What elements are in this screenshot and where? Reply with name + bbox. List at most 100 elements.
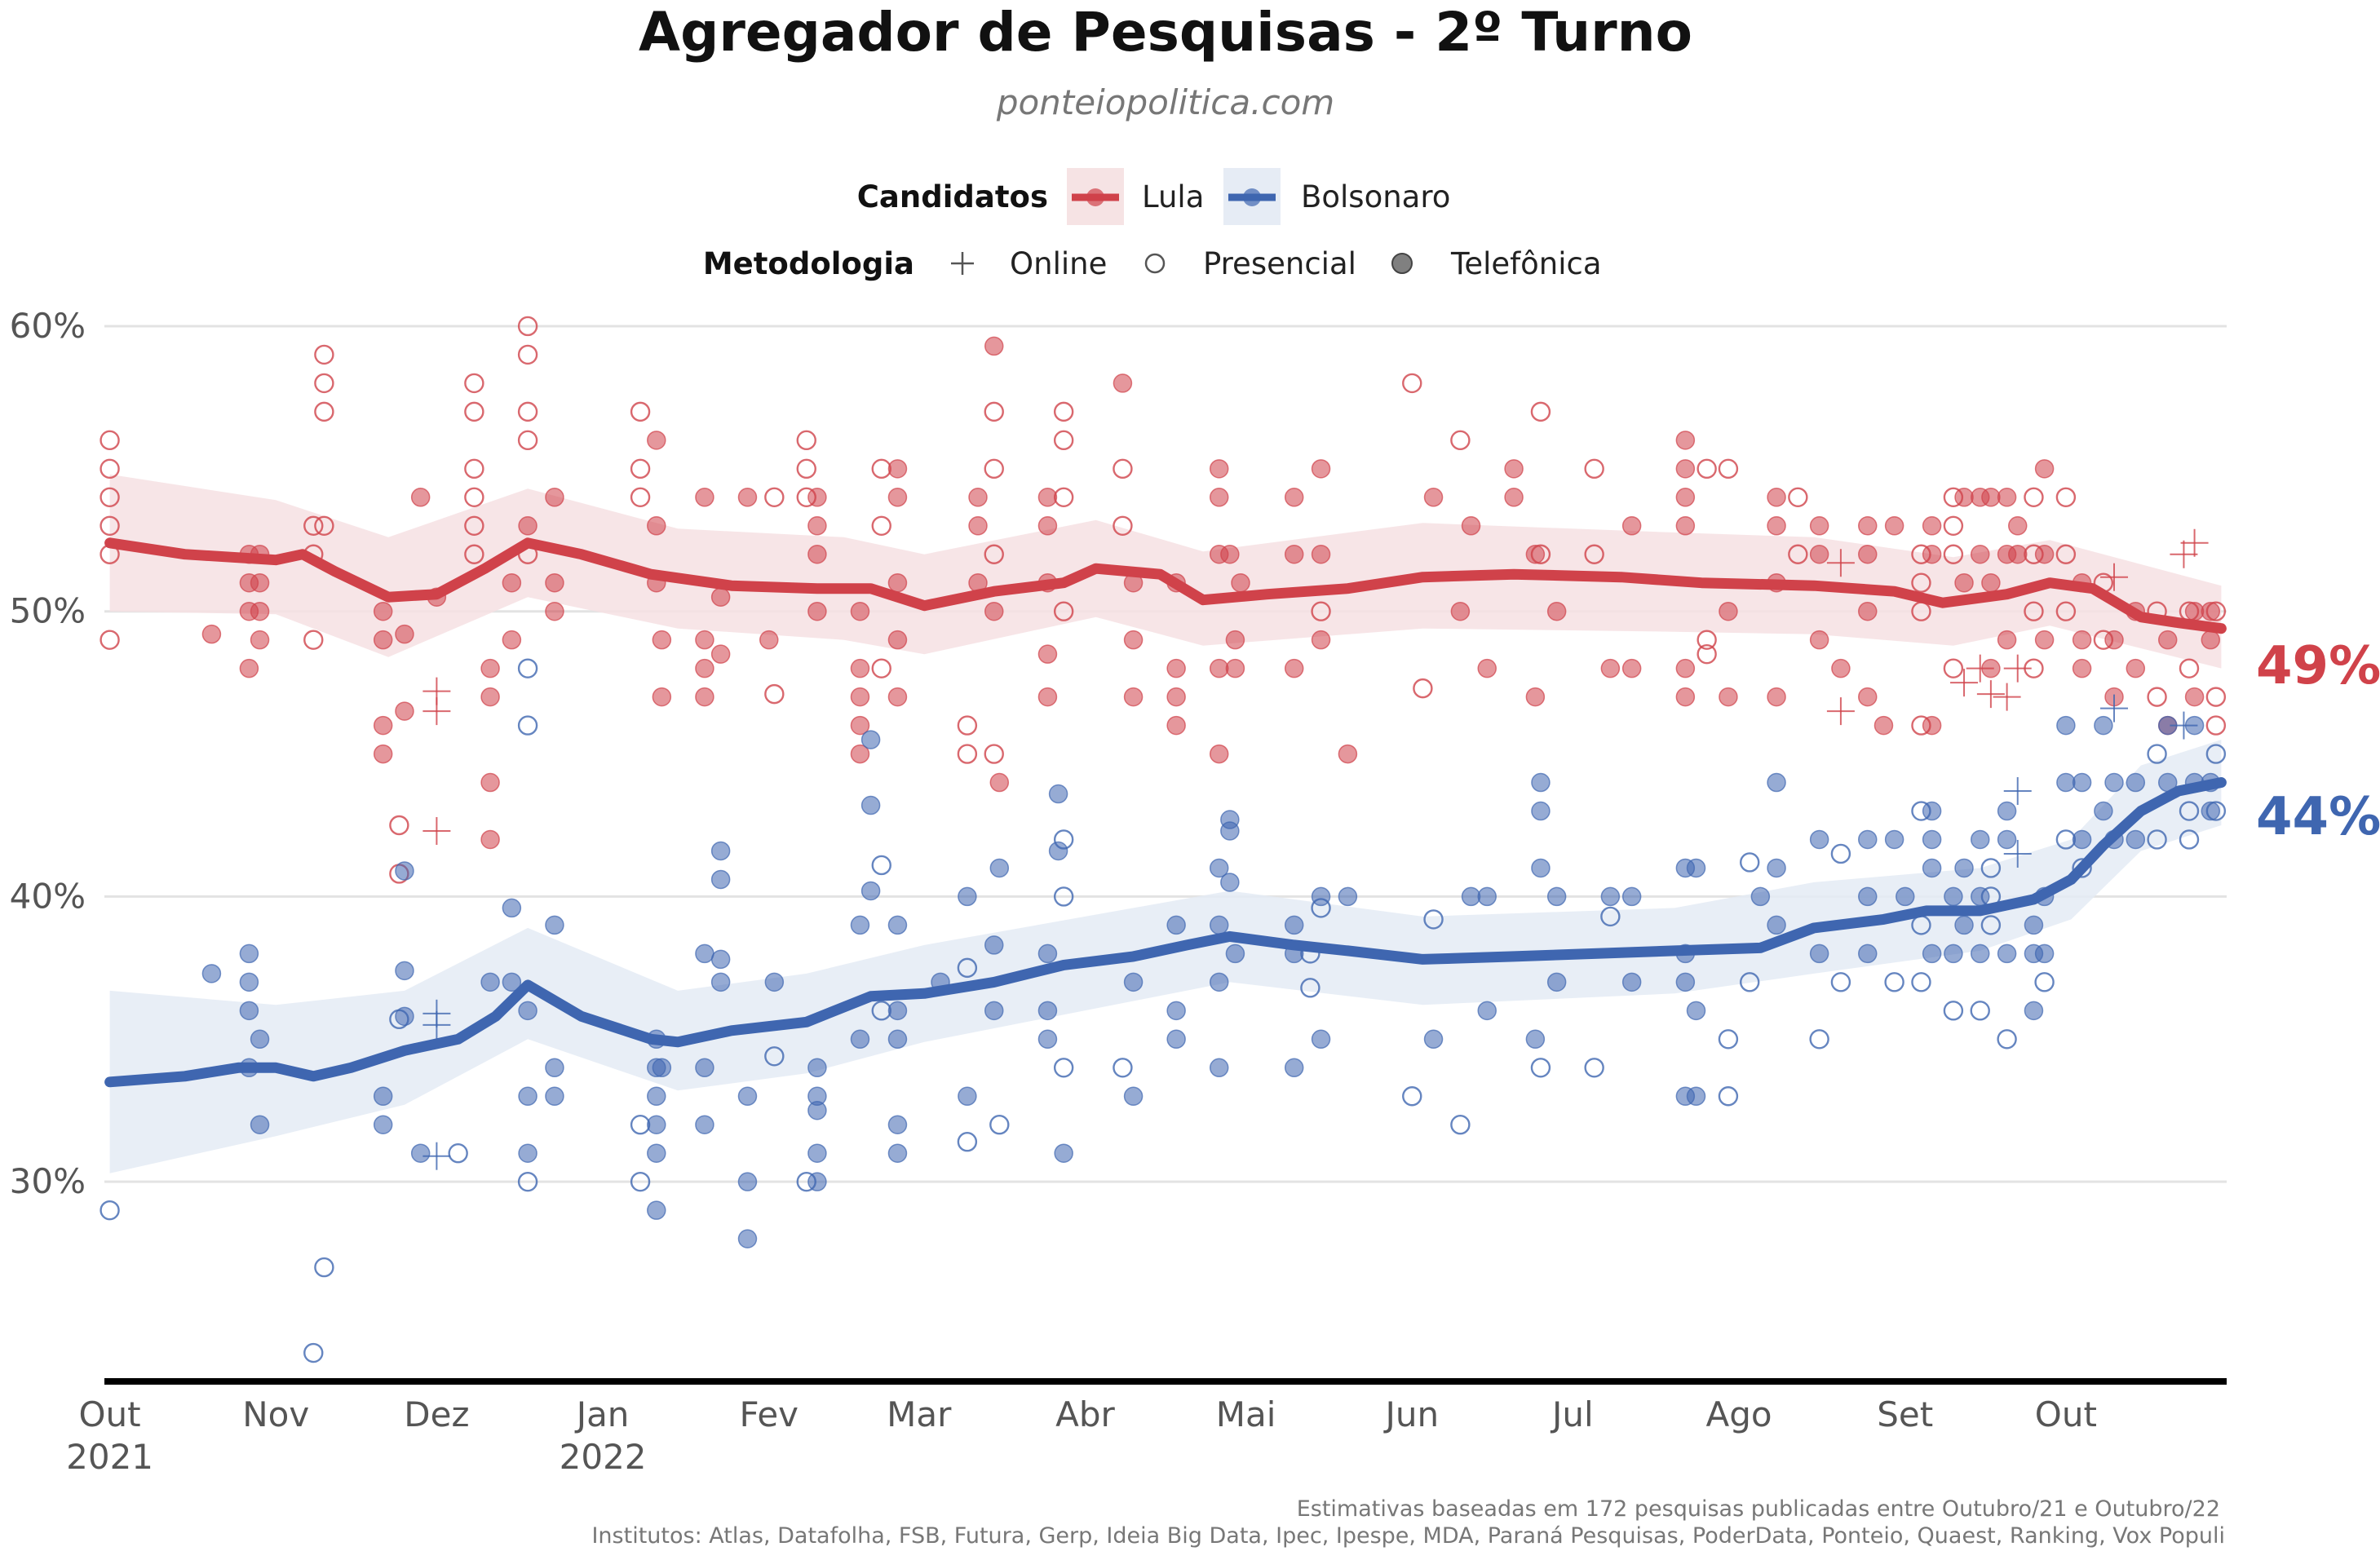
- poll-point-telefonica: [1225, 944, 1245, 964]
- poll-point-telefonica: [2201, 630, 2221, 650]
- poll-point-telefonica: [1037, 687, 1058, 707]
- poll-point-presencial: [984, 401, 1004, 422]
- poll-point-telefonica: [373, 1115, 393, 1134]
- poll-point-telefonica: [1970, 886, 1990, 907]
- poll-point-presencial: [1053, 601, 1074, 621]
- poll-point-presencial: [796, 458, 816, 479]
- poll-point-presencial: [1884, 972, 1904, 992]
- poll-point-telefonica: [989, 772, 1010, 793]
- poll-point-telefonica: [887, 1115, 908, 1134]
- poll-point-telefonica: [2126, 829, 2146, 850]
- poll-point-presencial: [1053, 487, 1074, 507]
- legend-label-presencial: Presencial: [1203, 246, 1356, 281]
- poll-point-presencial: [2205, 687, 2227, 707]
- poll-point-telefonica: [1477, 658, 1497, 678]
- poll-point-telefonica: [887, 488, 908, 507]
- poll-point-presencial: [1450, 430, 1471, 451]
- poll-point-telefonica: [1621, 516, 1642, 536]
- poll-point-presencial: [1997, 1029, 2017, 1050]
- poll-point-telefonica: [1209, 744, 1229, 764]
- poll-point-telefonica: [710, 972, 731, 992]
- poll-point-presencial: [1830, 972, 1851, 992]
- poll-point-presencial: [1740, 852, 1760, 873]
- poll-point-telefonica: [1954, 572, 1974, 593]
- poll-point-telefonica: [737, 1229, 758, 1248]
- poll-point-presencial: [1530, 544, 1551, 564]
- poll-point-telefonica: [1997, 630, 2017, 650]
- poll-point-telefonica: [1311, 886, 1331, 907]
- poll-point-telefonica: [1037, 516, 1058, 536]
- poll-point-presencial: [1697, 643, 1717, 665]
- poll-point-telefonica: [807, 516, 827, 536]
- poll-point-presencial: [1809, 1029, 1829, 1050]
- y-axis-ticks: 30% 40% 50% 60%: [10, 306, 86, 1201]
- poll-point-presencial: [1980, 858, 2002, 878]
- poll-point-telefonica: [1767, 687, 1786, 707]
- poll-point-presencial: [630, 458, 651, 479]
- poll-point-telefonica: [737, 1086, 758, 1107]
- footnote-institutes: Institutos: Atlas, Datafolha, FSB, Futur…: [591, 1523, 2225, 1549]
- poll-point-presencial: [1113, 1058, 1133, 1078]
- poll-point-telefonica: [1981, 488, 2001, 507]
- poll-point-presencial: [2055, 544, 2077, 564]
- poll-point-presencial: [764, 1046, 785, 1067]
- poll-point-telefonica: [545, 1086, 564, 1107]
- poll-point-telefonica: [201, 624, 222, 644]
- poll-point-telefonica: [1113, 373, 1133, 393]
- poll-point-telefonica: [1884, 516, 1904, 536]
- poll-point-presencial: [1788, 487, 1808, 507]
- poll-point-telefonica: [2094, 801, 2113, 821]
- poll-point-presencial: [2034, 972, 2055, 992]
- poll-point-telefonica: [250, 601, 270, 621]
- poll-point-presencial: [1830, 843, 1851, 864]
- poll-point-telefonica: [710, 949, 731, 970]
- poll-point-telefonica: [1954, 488, 1974, 507]
- poll-point-telefonica: [984, 601, 1004, 621]
- poll-point-telefonica: [887, 1029, 908, 1050]
- poll-point-presencial: [2147, 829, 2167, 850]
- poll-point-telefonica: [1209, 858, 1229, 878]
- poll-point-telefonica: [1546, 601, 1567, 621]
- poll-point-presencial: [464, 373, 484, 394]
- poll-point-telefonica: [710, 644, 731, 664]
- poll-point-telefonica: [2157, 630, 2178, 650]
- poll-point-telefonica: [807, 1100, 827, 1120]
- poll-point-telefonica: [2126, 772, 2146, 793]
- poll-point-telefonica: [860, 730, 881, 749]
- end-label-bolsonaro: 44%: [2256, 787, 2380, 847]
- poll-point-telefonica: [652, 1058, 672, 1078]
- poll-point-telefonica: [1225, 658, 1245, 678]
- poll-point-telefonica: [850, 1029, 870, 1050]
- poll-point-telefonica: [1997, 801, 2017, 821]
- poll-point-telefonica: [807, 1058, 827, 1078]
- poll-point-telefonica: [1338, 886, 1358, 907]
- poll-point-telefonica: [1284, 658, 1304, 678]
- poll-point-online: [2180, 528, 2209, 557]
- poll-point-telefonica: [887, 459, 908, 479]
- poll-point-telefonica: [545, 572, 564, 593]
- trend-line: [104, 777, 2227, 1088]
- poll-point-telefonica: [2007, 516, 2028, 536]
- poll-point-presencial: [100, 1200, 120, 1221]
- poll-point-presencial: [1053, 1058, 1074, 1078]
- poll-point-telefonica: [695, 488, 714, 507]
- poll-point-telefonica: [1954, 915, 1974, 935]
- poll-point-telefonica: [1858, 544, 1878, 564]
- legend-metodologia-title: Metodologia: [703, 246, 914, 281]
- poll-point-presencial: [630, 1171, 651, 1192]
- footnote-estimates: Estimativas baseadas em 172 pesquisas pu…: [1297, 1496, 2220, 1522]
- poll-point-telefonica: [1123, 630, 1144, 650]
- poll-point-telefonica: [710, 841, 731, 861]
- poll-point-telefonica: [695, 1115, 714, 1134]
- poll-point-online: [2170, 540, 2198, 568]
- poll-point-presencial: [2147, 687, 2167, 707]
- legend-label-telefonica: Telefônica: [1450, 246, 1602, 281]
- poll-point-telefonica: [1858, 886, 1878, 907]
- poll-point-presencial: [100, 487, 120, 507]
- poll-point-telefonica: [395, 701, 414, 721]
- poll-point-telefonica: [1858, 687, 1878, 707]
- poll-point-online: [1826, 697, 1855, 726]
- poll-point-presencial: [517, 316, 538, 337]
- poll-point-telefonica: [1423, 1029, 1444, 1050]
- poll-point-telefonica: [887, 630, 908, 650]
